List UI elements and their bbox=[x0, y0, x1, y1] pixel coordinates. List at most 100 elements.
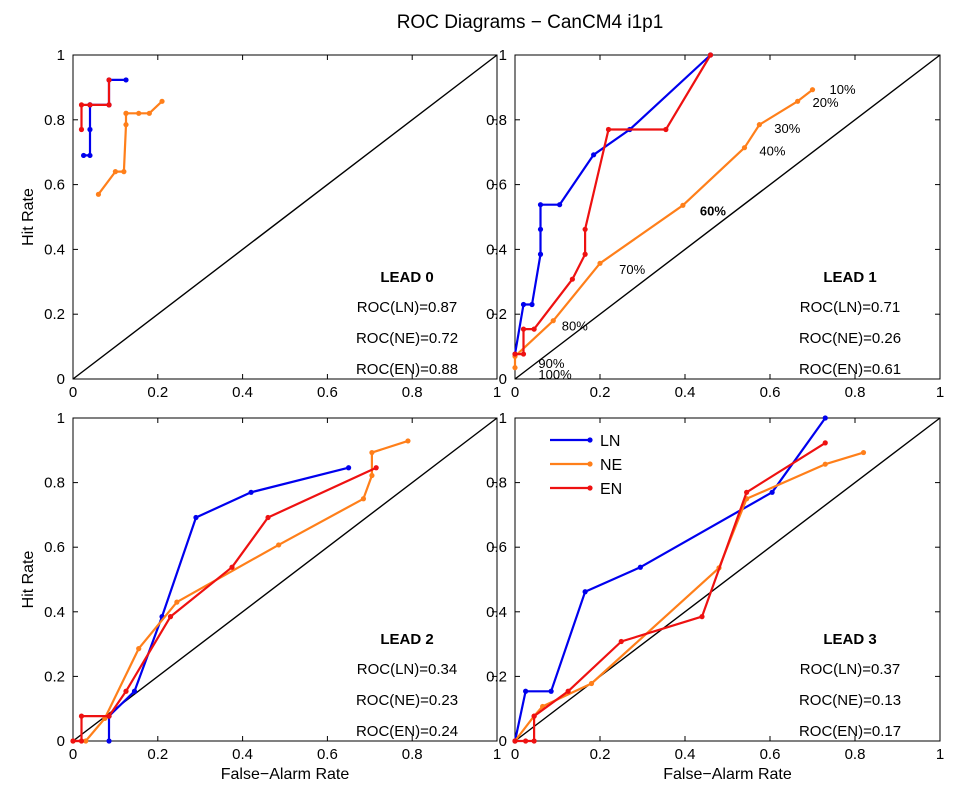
series-point-ln bbox=[769, 489, 775, 495]
legend-marker-ne bbox=[587, 461, 593, 467]
series-point-en bbox=[78, 102, 85, 108]
y-tick-label: 0.2 bbox=[44, 668, 65, 685]
y-tick-label: 0.6 bbox=[44, 539, 65, 556]
panel-label: LEAD 2 bbox=[380, 631, 433, 648]
x-tick-label: 0.4 bbox=[232, 384, 253, 401]
series-point-ln bbox=[537, 202, 544, 208]
series-point-ne bbox=[360, 496, 367, 502]
x-tick-label: 0.8 bbox=[845, 746, 866, 763]
series-point-en bbox=[582, 226, 588, 232]
y-tick-label: 0.4 bbox=[44, 241, 65, 258]
roc-score: ROC(LN)=0.37 bbox=[800, 661, 900, 678]
series-point-ne bbox=[174, 599, 180, 605]
legend-marker-ln bbox=[587, 437, 593, 443]
x-tick-label: 0.8 bbox=[402, 746, 423, 763]
roc-score: ROC(NE)=0.13 bbox=[799, 692, 901, 709]
series-point-ne bbox=[123, 122, 129, 128]
axes-box bbox=[72, 54, 498, 380]
series-point-en bbox=[87, 102, 93, 108]
series-point-ne bbox=[405, 438, 411, 444]
series-point-en bbox=[123, 688, 129, 694]
x-tick-label: 0.4 bbox=[232, 746, 253, 763]
series-point-en bbox=[167, 614, 174, 620]
panel-label: LEAD 3 bbox=[823, 631, 876, 648]
threshold-label: 100% bbox=[538, 367, 572, 382]
x-tick-label: 1 bbox=[493, 746, 501, 763]
series-point-ln bbox=[537, 251, 544, 257]
series-point-ln bbox=[123, 77, 129, 83]
legend: LN NE EN bbox=[550, 433, 622, 498]
threshold-label: 10% bbox=[830, 82, 856, 97]
series-point-ln bbox=[106, 738, 112, 744]
x-axis-title: False−Alarm Rate bbox=[663, 766, 792, 783]
y-tick-label: 0 bbox=[499, 733, 507, 750]
roc-panel-2: 0 0.2 0.4 0.6 0.8 1 0 0.2 0.4 0.6 0.8 1 Hit Rate Fals… bbox=[20, 410, 501, 783]
panel-label: LEAD 1 bbox=[823, 269, 876, 286]
threshold-label: 80% bbox=[562, 319, 588, 334]
legend-label-ln: LN bbox=[600, 433, 620, 450]
y-tick-label: 0.6 bbox=[486, 539, 507, 556]
series-point-ln bbox=[523, 688, 529, 694]
x-tick-label: 0.4 bbox=[675, 746, 696, 763]
diagonal-line bbox=[72, 417, 498, 742]
y-tick-label: 0.4 bbox=[486, 604, 507, 621]
y-tick-label: 1 bbox=[499, 410, 507, 427]
series-line-ln bbox=[513, 54, 712, 355]
roc-panel-3: 0 0.2 0.4 0.6 0.8 100.20.40.60.81False−Alarm … bbox=[486, 410, 944, 783]
series-point-ln bbox=[81, 152, 87, 159]
series-point-en bbox=[531, 713, 537, 719]
y-tick-label: 1 bbox=[499, 47, 507, 64]
roc-score: ROC(NE)=0.23 bbox=[356, 692, 458, 709]
series-point-en bbox=[78, 126, 85, 133]
series-point-en bbox=[78, 713, 85, 719]
series-point-en bbox=[265, 514, 271, 521]
series-point-en bbox=[744, 489, 750, 495]
series-point-en bbox=[699, 614, 705, 620]
roc-score: ROC(LN)=0.71 bbox=[800, 299, 900, 316]
series-point-ne bbox=[123, 110, 129, 116]
roc-score: ROC(EN)=0.24 bbox=[356, 723, 458, 740]
roc-score: ROC(NE)=0.26 bbox=[799, 330, 901, 347]
roc-score: ROC(EN)=0.17 bbox=[799, 723, 901, 740]
series-point-en bbox=[70, 738, 76, 744]
series-point-en bbox=[707, 52, 714, 58]
series-point-ne bbox=[146, 110, 152, 116]
legend-label-en: EN bbox=[600, 481, 622, 498]
series-point-ln bbox=[87, 126, 93, 133]
series-point-ln bbox=[582, 589, 588, 595]
axes-box bbox=[514, 417, 941, 742]
roc-score: ROC(NE)=0.72 bbox=[356, 330, 458, 347]
y-axis-title: Hit Rate bbox=[20, 551, 37, 609]
series-point-en bbox=[618, 638, 624, 645]
y-tick-label: 0.4 bbox=[44, 604, 65, 621]
series-point-en bbox=[822, 440, 828, 446]
roc-score: ROC(LN)=0.34 bbox=[357, 661, 457, 678]
series-point-en bbox=[512, 351, 518, 357]
y-tick-label: 0.6 bbox=[44, 177, 65, 194]
y-tick-label: 0 bbox=[499, 371, 507, 388]
series-point-ne bbox=[756, 122, 762, 128]
diagonal-line bbox=[72, 54, 498, 380]
series-point-en bbox=[373, 465, 379, 471]
series-point-ne bbox=[112, 169, 118, 175]
x-tick-label: 0 bbox=[511, 746, 519, 763]
series-point-ln bbox=[822, 415, 828, 421]
x-tick-label: 0.6 bbox=[317, 384, 338, 401]
series-point-ln bbox=[520, 301, 527, 308]
series-point-ln bbox=[637, 564, 643, 570]
x-tick-label: 1 bbox=[493, 384, 501, 401]
roc-score: ROC(EN)=0.61 bbox=[799, 361, 901, 378]
threshold-label: 30% bbox=[774, 121, 800, 136]
threshold-label: 20% bbox=[813, 95, 839, 110]
series-point-ne bbox=[512, 365, 518, 371]
series-point-ln bbox=[131, 688, 138, 694]
series-point-ne bbox=[136, 646, 142, 652]
series-line-ne bbox=[73, 439, 409, 743]
x-axis-title: False−Alarm Rate bbox=[221, 766, 350, 783]
series-point-en bbox=[512, 738, 518, 744]
x-tick-label: 0.2 bbox=[147, 746, 168, 763]
series-point-en bbox=[565, 688, 571, 694]
x-tick-label: 0 bbox=[511, 384, 519, 401]
x-tick-label: 0 bbox=[69, 384, 77, 401]
